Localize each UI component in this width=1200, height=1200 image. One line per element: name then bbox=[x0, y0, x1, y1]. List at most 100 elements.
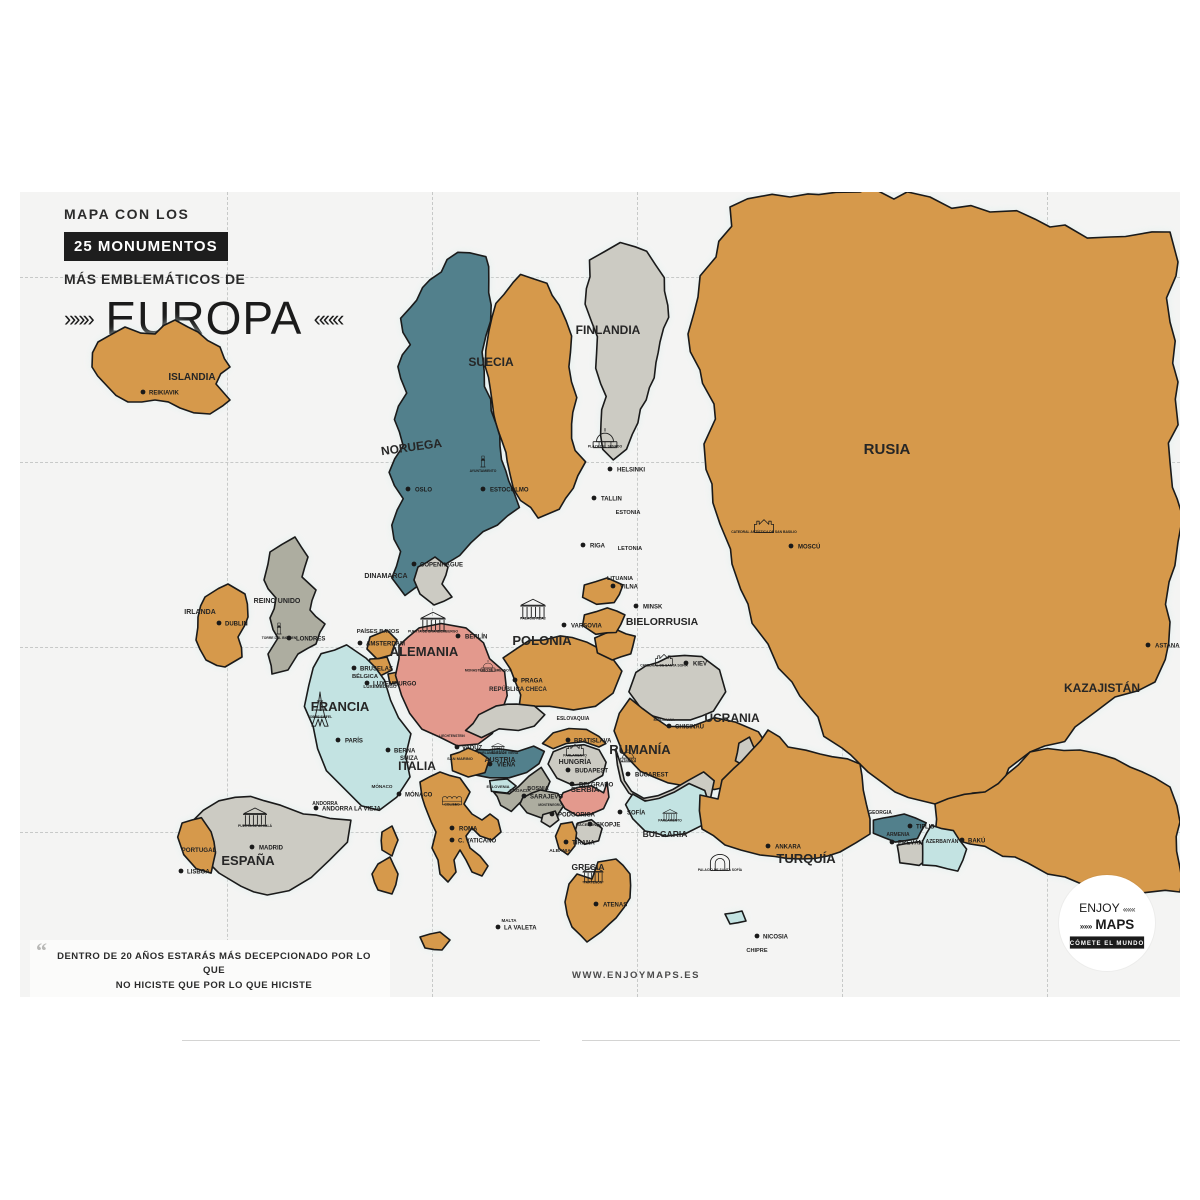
svg-text:PUERTA DE ALCALÁ: PUERTA DE ALCALÁ bbox=[238, 823, 273, 828]
svg-text:VIENA: VIENA bbox=[497, 762, 516, 768]
svg-text:BELGRADO: BELGRADO bbox=[579, 782, 614, 788]
svg-text:PARLAMENTO DE VIENA: PARLAMENTO DE VIENA bbox=[478, 751, 519, 755]
svg-text:NICOSIA: NICOSIA bbox=[763, 934, 789, 940]
svg-text:SUIZA: SUIZA bbox=[400, 756, 419, 762]
svg-text:PARTENÓN: PARTENÓN bbox=[584, 879, 603, 884]
svg-text:BUCAREST: BUCAREST bbox=[635, 772, 669, 778]
svg-text:REIKIAVIK: REIKIAVIK bbox=[149, 390, 180, 396]
svg-text:KAZAJISTÁN: KAZAJISTÁN bbox=[1064, 680, 1140, 695]
svg-text:FINLANDIA: FINLANDIA bbox=[576, 323, 641, 337]
svg-text:DINAMARCA: DINAMARCA bbox=[364, 573, 407, 580]
svg-text:ATENEO: ATENEO bbox=[621, 759, 635, 763]
svg-text:TIRANA: TIRANA bbox=[572, 840, 595, 846]
svg-text:IRLANDA: IRLANDA bbox=[184, 609, 216, 616]
svg-text:MADRID: MADRID bbox=[259, 845, 284, 851]
svg-text:RUSIA: RUSIA bbox=[864, 441, 911, 458]
svg-text:AZERBAIYÁN: AZERBAIYÁN bbox=[926, 838, 959, 845]
svg-text:BERLÍN: BERLÍN bbox=[465, 632, 487, 640]
svg-text:LIECHTENSTEIN: LIECHTENSTEIN bbox=[439, 734, 465, 738]
svg-text:PAÍSES BAJOS: PAÍSES BAJOS bbox=[357, 627, 400, 635]
svg-text:ANDORRA LA VIEJA: ANDORRA LA VIEJA bbox=[322, 806, 382, 812]
svg-text:MÓNACO: MÓNACO bbox=[405, 790, 433, 798]
svg-text:LITUANIA: LITUANIA bbox=[607, 576, 633, 582]
svg-text:VARSOVIA: VARSOVIA bbox=[571, 623, 603, 629]
svg-text:CATEDRAL DE SANTA SOFÍA: CATEDRAL DE SANTA SOFÍA bbox=[640, 662, 688, 667]
svg-text:ATENAS: ATENAS bbox=[603, 902, 627, 908]
svg-text:ESTOCOLMO: ESTOCOLMO bbox=[490, 487, 529, 493]
svg-text:MALTA: MALTA bbox=[501, 918, 517, 923]
svg-text:COLISEO: COLISEO bbox=[444, 802, 460, 806]
svg-text:HELSINKI: HELSINKI bbox=[617, 467, 645, 473]
svg-text:ROMA: ROMA bbox=[459, 826, 478, 832]
svg-text:· CÓMETE EL MUNDO ·: · CÓMETE EL MUNDO · bbox=[1064, 939, 1150, 947]
svg-text:SKOPJE: SKOPJE bbox=[596, 822, 620, 828]
svg-text:ESLOVAQUIA: ESLOVAQUIA bbox=[557, 716, 590, 722]
svg-text:VILNA: VILNA bbox=[620, 584, 639, 590]
svg-text:PARLAMENTO: PARLAMENTO bbox=[658, 819, 682, 823]
svg-text:BRATISLAVA: BRATISLAVA bbox=[574, 738, 612, 744]
svg-text:TALLIN: TALLIN bbox=[601, 496, 622, 502]
svg-text:TURQUÍA: TURQUÍA bbox=[776, 851, 836, 866]
svg-text:BAKÚ: BAKÚ bbox=[968, 837, 985, 844]
svg-text:LUXEMBURGO: LUXEMBURGO bbox=[373, 681, 417, 687]
svg-text:TORRE DEL BIG BEN: TORRE DEL BIG BEN bbox=[262, 636, 297, 640]
svg-text:FRANCIA: FRANCIA bbox=[311, 699, 370, 714]
svg-text:GRECIA: GRECIA bbox=[571, 862, 604, 872]
svg-text:MINSK: MINSK bbox=[643, 604, 663, 610]
svg-text:BRUSELAS: BRUSELAS bbox=[360, 666, 393, 672]
svg-text:PARLAMENTO: PARLAMENTO bbox=[563, 753, 587, 757]
svg-text:RUMANÍA: RUMANÍA bbox=[609, 742, 671, 757]
svg-text:LETONIA: LETONIA bbox=[618, 546, 642, 552]
svg-text:BIELORRUSIA: BIELORRUSIA bbox=[626, 616, 699, 628]
svg-text:CHIPRE: CHIPRE bbox=[746, 948, 767, 954]
svg-text:REPÚBLICA CHECA: REPÚBLICA CHECA bbox=[489, 686, 547, 693]
svg-text:SARAJEVO: SARAJEVO bbox=[530, 794, 563, 800]
svg-text:LONDRES: LONDRES bbox=[296, 636, 325, 642]
svg-text:ISLANDIA: ISLANDIA bbox=[168, 372, 215, 383]
svg-text:POLONIA: POLONIA bbox=[512, 633, 572, 648]
svg-text:CATEDRAL ARTÍSTICA DE SAN BASI: CATEDRAL ARTÍSTICA DE SAN BASILIO bbox=[731, 529, 797, 534]
svg-text:ANKARA: ANKARA bbox=[775, 844, 802, 850]
svg-text:OSLO: OSLO bbox=[415, 487, 432, 493]
svg-text:UCRANIA: UCRANIA bbox=[704, 711, 760, 725]
svg-text:LISBOA: LISBOA bbox=[187, 869, 210, 875]
svg-text:TORRE EIFFEL: TORRE EIFFEL bbox=[308, 715, 332, 719]
svg-text:BERNA: BERNA bbox=[394, 748, 416, 754]
svg-text:PUERTA DE BRANDEMBURGO: PUERTA DE BRANDEMBURGO bbox=[408, 630, 458, 634]
svg-text:DUBLIN: DUBLIN bbox=[225, 621, 248, 627]
svg-text:PODGORICA: PODGORICA bbox=[558, 812, 596, 818]
svg-text:MOSCÚ: MOSCÚ bbox=[798, 543, 820, 550]
svg-text:BUDAPEST: BUDAPEST bbox=[575, 768, 608, 774]
svg-text:ESLOVENIA: ESLOVENIA bbox=[486, 784, 509, 789]
svg-text:MOLDAVIA: MOLDAVIA bbox=[653, 717, 674, 722]
svg-text:AMSTERDAM: AMSTERDAM bbox=[366, 641, 405, 647]
svg-text:SOFÍA: SOFÍA bbox=[627, 808, 646, 816]
svg-text:AYUNTAMIENTO: AYUNTAMIENTO bbox=[470, 469, 497, 473]
svg-text:CHISINAU: CHISINAU bbox=[675, 724, 704, 730]
svg-text:PARÍS: PARÍS bbox=[345, 736, 363, 744]
svg-text:LA VALETA: LA VALETA bbox=[504, 925, 537, 931]
svg-text:C. VATICANO: C. VATICANO bbox=[458, 838, 496, 844]
svg-text:PORTUGAL: PORTUGAL bbox=[182, 847, 217, 854]
svg-text:REINO UNIDO: REINO UNIDO bbox=[254, 598, 301, 605]
svg-text:MONTENEGRO: MONTENEGRO bbox=[538, 803, 562, 807]
svg-text:BOSNIA: BOSNIA bbox=[527, 786, 548, 792]
svg-text:ASTANA: ASTANA bbox=[1155, 643, 1180, 649]
svg-text:MONASTERIO DE BREVNOV: MONASTERIO DE BREVNOV bbox=[465, 669, 512, 673]
svg-text:KIEV: KIEV bbox=[693, 661, 707, 667]
svg-text:ESTONIA: ESTONIA bbox=[616, 510, 641, 516]
svg-text:ALBANIA: ALBANIA bbox=[549, 848, 571, 854]
svg-text:EREVÁN: EREVÁN bbox=[898, 839, 923, 846]
svg-text:COPENHAGUE: COPENHAGUE bbox=[420, 562, 463, 568]
svg-text:SUECIA: SUECIA bbox=[468, 355, 514, 369]
svg-text:PLAZA DEL SENADO: PLAZA DEL SENADO bbox=[588, 445, 623, 449]
svg-text:MÓNACO: MÓNACO bbox=[372, 782, 393, 789]
svg-text:PALACIO DE SANTA SOFÍA: PALACIO DE SANTA SOFÍA bbox=[698, 867, 743, 872]
svg-text:GEORGIA: GEORGIA bbox=[868, 810, 892, 816]
svg-text:ARMENIA: ARMENIA bbox=[886, 832, 910, 838]
svg-text:PALACIO REAL: PALACIO REAL bbox=[520, 617, 545, 621]
svg-text:TIFLIS: TIFLIS bbox=[916, 824, 934, 830]
svg-text:BULGARIA: BULGARIA bbox=[643, 829, 688, 839]
svg-text:SAN MARINO: SAN MARINO bbox=[447, 756, 473, 761]
svg-text:ESPAÑA: ESPAÑA bbox=[221, 853, 275, 868]
